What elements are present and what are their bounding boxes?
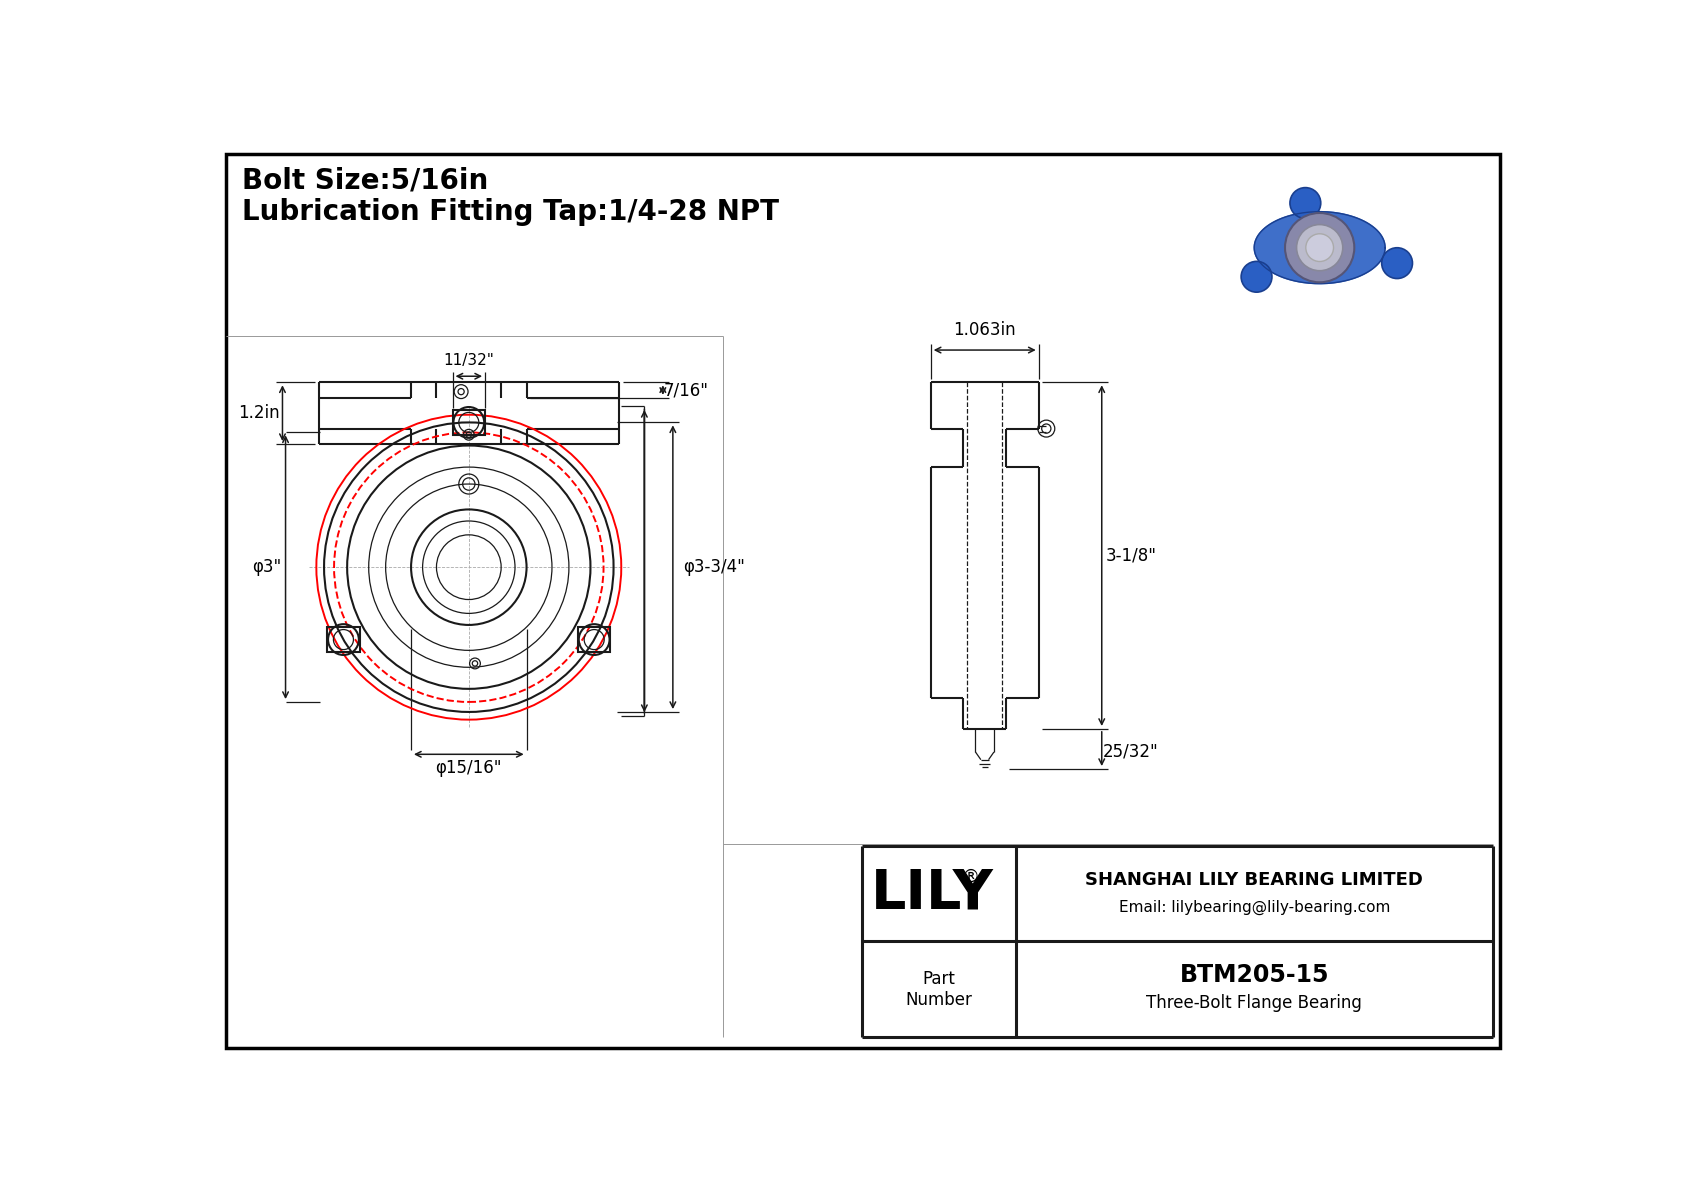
Text: 7/16": 7/16" [663,381,709,399]
Text: φ3-3/4": φ3-3/4" [682,559,744,576]
Text: LILY: LILY [871,867,994,921]
Polygon shape [1255,212,1386,283]
Text: φ3": φ3" [251,559,281,576]
Text: BTM205-15: BTM205-15 [1179,964,1329,987]
Circle shape [1305,233,1334,262]
Circle shape [1241,261,1271,292]
Circle shape [1381,248,1413,279]
Text: ®: ® [962,868,980,886]
Text: Part
Number: Part Number [904,969,972,1009]
Text: Lubrication Fitting Tap:1/4-28 NPT: Lubrication Fitting Tap:1/4-28 NPT [242,198,778,225]
Text: 1.063in: 1.063in [953,322,1015,339]
Text: 1.2in: 1.2in [239,404,280,422]
Circle shape [1290,188,1320,218]
Text: φ15/16": φ15/16" [436,759,502,778]
Circle shape [1285,213,1354,282]
Text: SHANGHAI LILY BEARING LIMITED: SHANGHAI LILY BEARING LIMITED [1084,871,1423,888]
Text: 3-1/8": 3-1/8" [1105,547,1157,565]
Text: 25/32": 25/32" [1103,743,1159,761]
Bar [327,628,360,651]
Text: Three-Bolt Flange Bearing: Three-Bolt Flange Bearing [1147,994,1362,1012]
Text: Bolt Size:5/16in: Bolt Size:5/16in [242,167,488,195]
Text: 11/32": 11/32" [443,354,493,368]
Bar [453,410,485,435]
Text: Email: lilybearing@lily-bearing.com: Email: lilybearing@lily-bearing.com [1118,900,1389,915]
Bar [578,628,610,651]
Circle shape [1297,225,1342,270]
